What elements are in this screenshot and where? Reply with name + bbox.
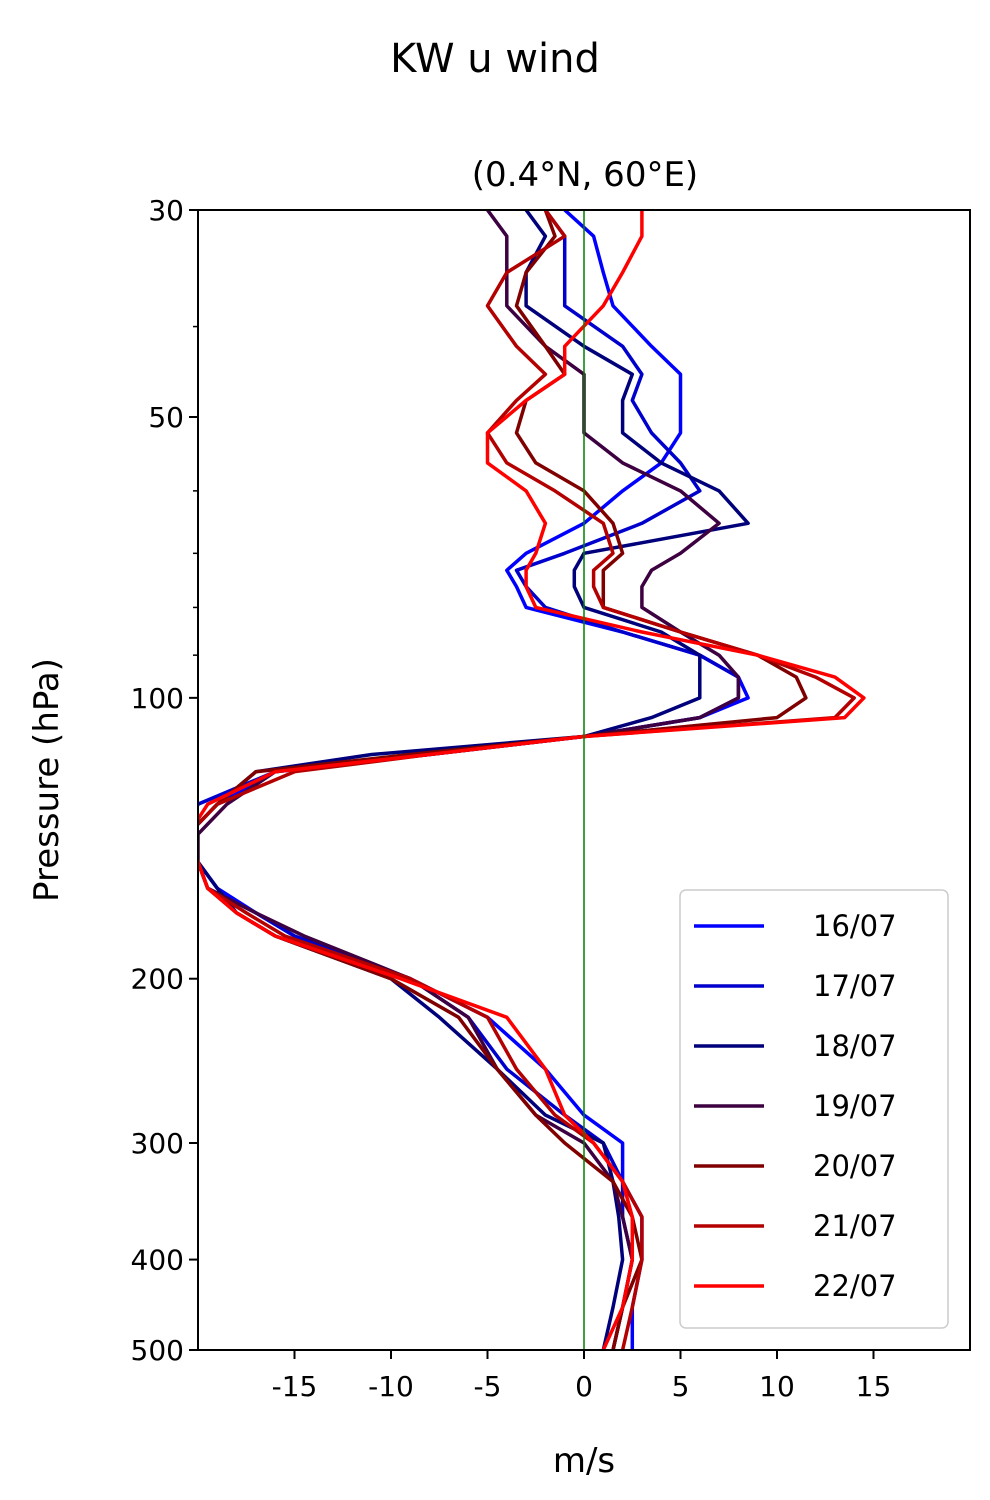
legend-entry: 19/07 [813,1089,897,1123]
series-line-18-07 [198,210,750,1350]
legend-entry: 21/07 [813,1209,897,1243]
x-axis-label: m/s [553,1441,615,1481]
y-axis-label: Pressure (hPa) [27,658,67,902]
y-tick-label: 200 [131,963,184,996]
x-tick-label: -15 [272,1370,318,1403]
series-line-20-07 [198,210,808,1350]
chart-title: KW u wind [390,36,600,82]
y-axis: 30 50 100 200 300 400 500 [131,194,198,1367]
legend-entry: 18/07 [813,1029,897,1063]
x-tick-label: 15 [856,1370,892,1403]
y-tick-label: 30 [148,194,184,227]
chart-subtitle: (0.4°N, 60°E) [472,155,698,195]
legend-entry: 22/07 [813,1269,897,1303]
series-line-22-07 [198,210,866,1350]
legend-entry: 16/07 [813,909,897,943]
legend-entry: 17/07 [813,969,897,1003]
y-tick-label: 50 [148,401,184,434]
y-tick-label: 100 [131,682,184,715]
x-axis: -15 -10 -5 0 5 10 15 [272,1350,892,1403]
x-tick-label: 5 [672,1370,690,1403]
legend: 16/07 17/07 18/07 19/07 20/07 21/07 22/07 [679,889,949,1329]
y-tick-label: 400 [131,1244,184,1277]
legend-frame [679,889,949,1329]
y-tick-label: 500 [131,1334,184,1367]
x-tick-label: -10 [368,1370,414,1403]
x-tick-label: 0 [575,1370,593,1403]
legend-entry: 20/07 [813,1149,897,1183]
y-tick-label: 300 [131,1127,184,1160]
x-tick-label: -5 [474,1370,502,1403]
x-tick-label: 10 [759,1370,795,1403]
